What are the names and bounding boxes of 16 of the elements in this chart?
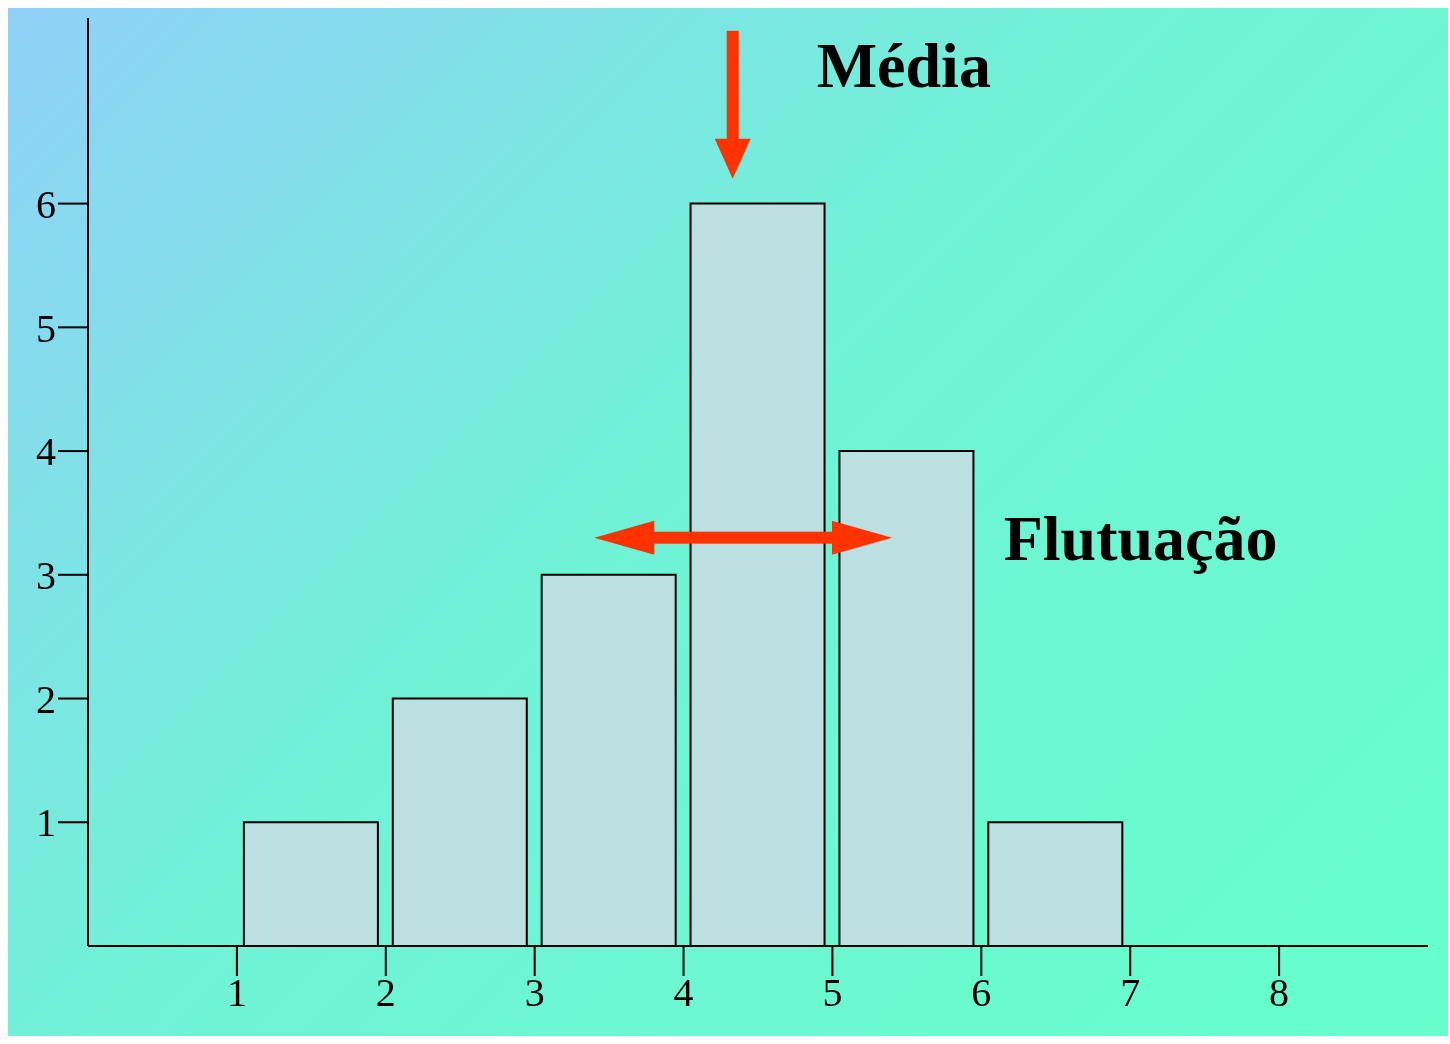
x-tick-label: 3 bbox=[524, 970, 545, 1016]
annotation: Flutuação bbox=[1003, 502, 1278, 574]
x-tick-label: 6 bbox=[971, 970, 992, 1016]
y-tick-label: 5 bbox=[36, 305, 56, 351]
x-tick-label: 1 bbox=[226, 970, 247, 1016]
y-tick-label: 2 bbox=[36, 676, 56, 722]
x-tick-label: 8 bbox=[1269, 970, 1290, 1016]
x-tick-label: 4 bbox=[673, 970, 694, 1016]
x-tick-label: 5 bbox=[822, 970, 843, 1016]
y-tick-label: 1 bbox=[36, 800, 56, 846]
annotation: Média bbox=[816, 29, 991, 101]
y-tick-label: 3 bbox=[36, 553, 56, 598]
y-tick-label: 4 bbox=[36, 429, 56, 475]
x-tick-label: 2 bbox=[375, 970, 396, 1016]
x-tick-label: 7 bbox=[1120, 970, 1141, 1016]
y-tick-label: 6 bbox=[36, 181, 56, 227]
